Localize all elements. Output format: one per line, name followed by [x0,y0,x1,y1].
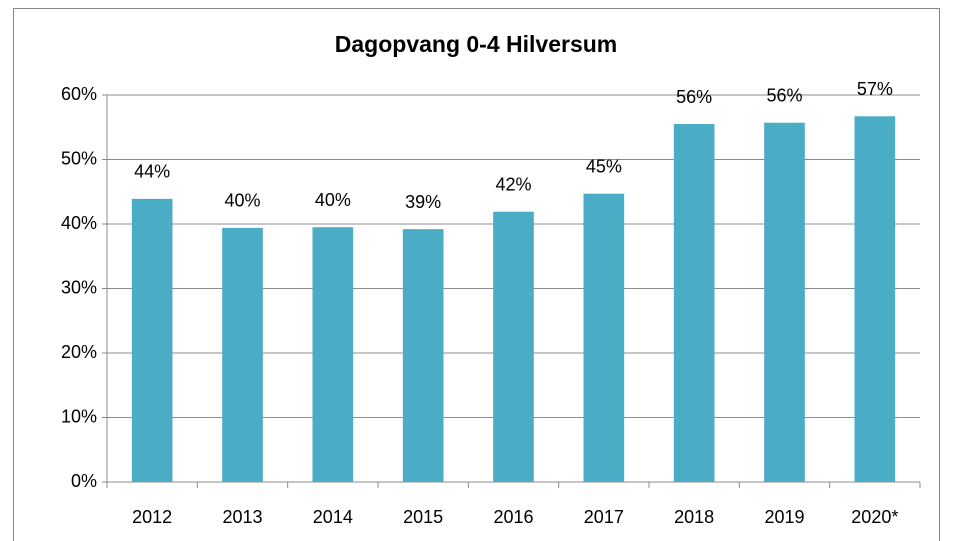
data-label: 40% [315,190,351,210]
data-label: 57% [857,79,893,99]
x-tick-label: 2012 [132,507,172,527]
bar [493,211,534,482]
bar [131,198,173,482]
y-tick-label: 40% [61,213,97,233]
bar [673,124,715,483]
x-tick-label: 2018 [674,507,714,527]
x-tick-label: 2015 [403,507,443,527]
bar [583,193,625,482]
bar [854,116,896,482]
chart-title: Dagopvang 0-4 Hilversum [335,31,617,57]
data-label: 44% [134,162,170,182]
y-tick-label: 50% [61,148,97,168]
y-tick-label: 0% [71,471,97,491]
bar [312,227,354,482]
data-label: 56% [676,87,712,107]
bar [222,227,263,482]
y-tick-label: 10% [61,406,97,426]
bar [402,229,444,482]
y-tick-label: 20% [61,342,97,362]
x-tick-label: 2013 [222,507,262,527]
data-label: 42% [495,174,531,194]
y-tick-label: 30% [61,277,97,297]
x-tick-label: 2017 [584,507,624,527]
x-tick-label: 2014 [313,507,353,527]
bar [764,122,805,483]
data-label: 45% [586,156,622,176]
data-label: 39% [405,192,441,212]
x-tick-label: 2019 [764,507,804,527]
x-tick-label: 2020* [851,507,898,527]
y-tick-label: 60% [61,84,97,104]
x-tick-label: 2016 [493,507,533,527]
data-label: 40% [224,191,260,211]
data-label: 56% [766,85,802,105]
